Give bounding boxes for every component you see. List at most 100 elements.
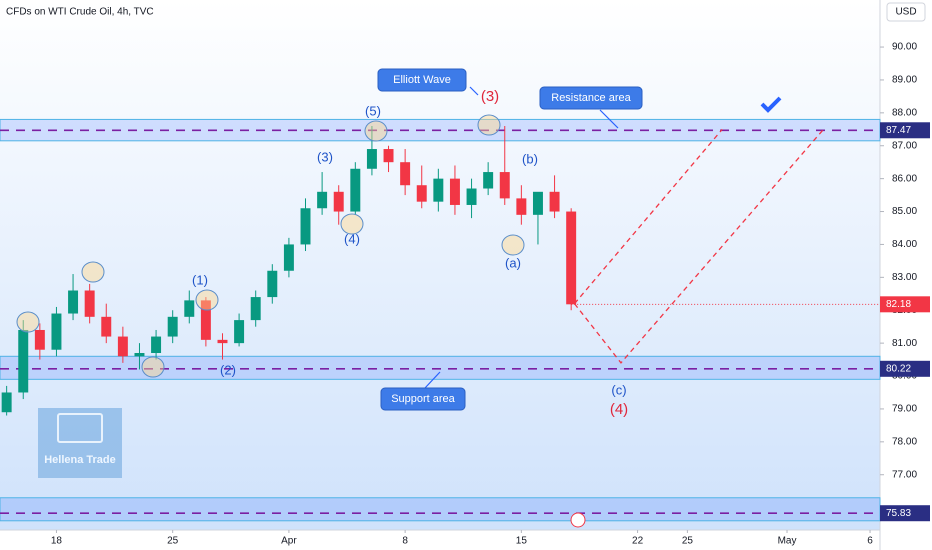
x-tick-label: 18 (51, 536, 63, 547)
candle-body (449, 178, 460, 205)
candle-body (134, 353, 145, 357)
candle-body (317, 191, 328, 209)
wave-label: (4) (610, 401, 628, 418)
wave-circle (340, 213, 364, 235)
wave-label: (3) (481, 88, 499, 105)
candle-body (68, 290, 79, 314)
candle-body (499, 172, 510, 199)
wave-label: (a) (505, 255, 521, 270)
price-axis (880, 0, 932, 550)
candle-body (333, 191, 344, 212)
callout-pointer (424, 371, 441, 389)
wave-label: (c) (611, 382, 626, 397)
wave-circle (141, 356, 165, 378)
candle-body (267, 270, 278, 298)
candle-body (400, 162, 411, 186)
callout-text: Resistance area (551, 92, 631, 104)
candle-body (117, 336, 128, 357)
callout-text: Elliott Wave (393, 74, 451, 86)
candle-body (167, 316, 178, 337)
callout-text: Support area (391, 393, 455, 405)
y-tick-label: 86.00 (892, 173, 917, 184)
price-label: 80.22 (886, 363, 911, 374)
wave-label: (3) (317, 149, 333, 164)
x-tick-label: Apr (281, 536, 297, 547)
wave-circle (364, 120, 388, 142)
y-tick-label: 88.00 (892, 107, 917, 118)
x-tick-label: 25 (682, 536, 694, 547)
zone (0, 355, 881, 380)
y-tick-label: 77.00 (892, 469, 917, 480)
candle-body (416, 185, 427, 202)
candle-body (532, 191, 543, 215)
callout-box (539, 86, 643, 110)
wave-label: (b) (522, 151, 538, 166)
zone (0, 497, 881, 522)
price-label: 75.83 (886, 508, 911, 519)
x-tick-label: 6 (867, 536, 873, 547)
logo-text: Hellena Trade (44, 454, 116, 466)
callout-pointer (469, 86, 479, 96)
wave-circle (477, 114, 501, 136)
wave-label: (2) (220, 362, 236, 377)
candle-body (383, 149, 394, 163)
checkmark (760, 96, 782, 113)
candle-body (84, 290, 95, 317)
wave-label: (1) (192, 272, 208, 287)
wave-circle (195, 289, 219, 311)
y-tick-label: 87.00 (892, 140, 917, 151)
event-icon[interactable] (570, 512, 586, 528)
y-tick-label: 84.00 (892, 239, 917, 250)
marks: (3) (5) (4) (1) (2) (a) (b) (c) (3) (4) Elliott Wa… (0, 68, 881, 522)
last-price-bg (880, 296, 930, 313)
candle-body (516, 198, 527, 215)
x-tick-label: 25 (167, 536, 179, 547)
candle-body (549, 191, 560, 212)
projection (573, 128, 825, 364)
candle-body (300, 208, 311, 245)
logo-icon (57, 413, 103, 443)
y-tick-label: 90.00 (892, 42, 917, 53)
wave-circle (16, 311, 40, 333)
candle-body (366, 149, 377, 169)
candle-body (466, 188, 477, 205)
callout-box (377, 68, 467, 92)
chart-title: CFDs on WTI Crude Oil, 4h, TVC (6, 7, 154, 18)
callout-box (380, 387, 466, 411)
wave-label: (4) (344, 231, 360, 246)
candle-body (250, 297, 261, 321)
candle-body (18, 329, 29, 393)
callout-pointer (599, 109, 619, 129)
candle-body (151, 336, 162, 354)
y-tick-label: 79.00 (892, 404, 917, 415)
candle-body (283, 244, 294, 271)
x-tick-label: May (778, 536, 797, 547)
candle-body (34, 329, 45, 350)
candle-body (234, 320, 245, 344)
x-tick-label: 15 (516, 536, 528, 547)
y-tick-label: 89.00 (892, 75, 917, 86)
price-label-bg (880, 505, 930, 522)
y-tick-label: 83.00 (892, 272, 917, 283)
time-axis (0, 530, 880, 550)
candle-body (350, 168, 361, 212)
x-tick-label: 8 (402, 536, 408, 547)
candle-body (51, 313, 62, 350)
candle-body (566, 211, 577, 305)
last-price-label: 82.18 (886, 299, 911, 310)
x-tick-label: 22 (632, 536, 644, 547)
y-tick-label: 85.00 (892, 206, 917, 217)
price-label: 87.47 (886, 125, 911, 136)
wave-circle (501, 234, 525, 256)
candle-body (101, 316, 112, 337)
candle-body (1, 392, 12, 413)
currency-button[interactable] (886, 2, 926, 22)
wave-circle (81, 261, 105, 283)
candle-body (184, 300, 195, 317)
price-label-bg (880, 122, 930, 139)
candle-body (200, 300, 211, 340)
y-tick-label: 78.00 (892, 436, 917, 447)
candle-body (483, 172, 494, 189)
